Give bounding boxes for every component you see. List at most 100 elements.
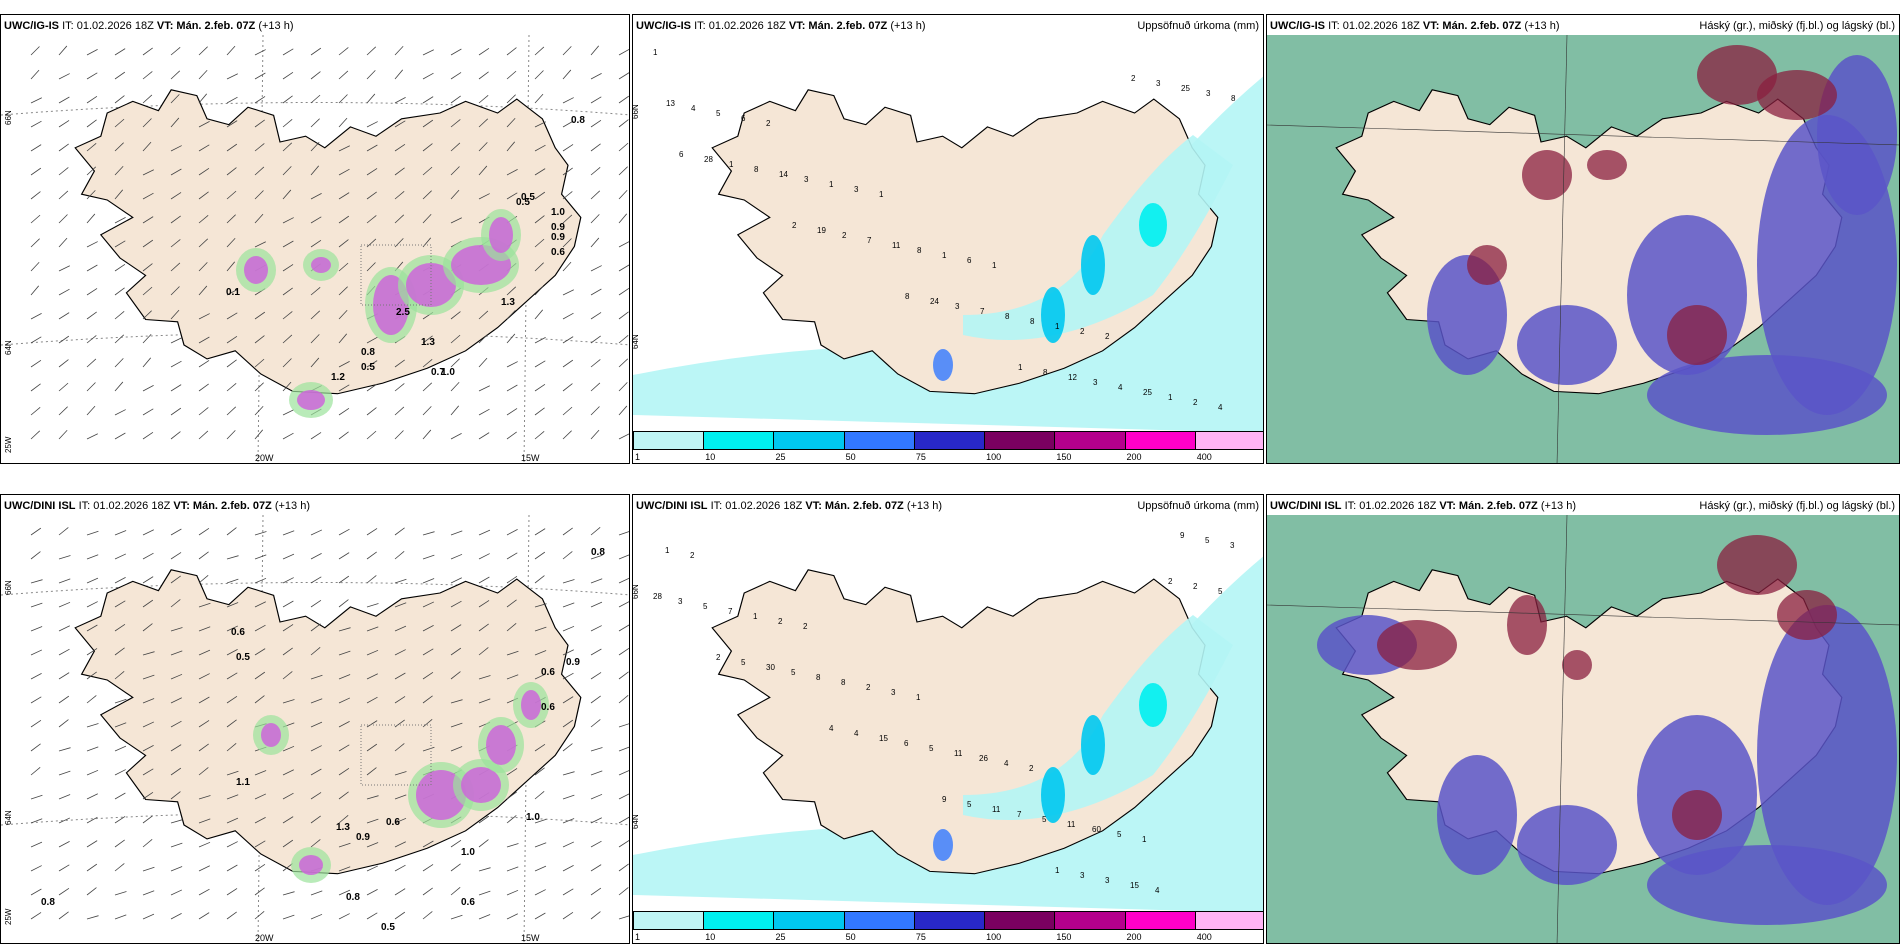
- wind-barb: [562, 841, 575, 848]
- wind-barb: [58, 555, 71, 560]
- mid-cloud-area: [1757, 605, 1897, 905]
- wind-barb: [562, 865, 574, 872]
- precip-value: 12: [1068, 373, 1077, 382]
- wind-barb: [142, 721, 155, 728]
- wind-barb: [86, 648, 98, 656]
- wind-barb: [254, 190, 264, 200]
- wind-barb: [310, 118, 320, 128]
- wind-barb: [450, 358, 460, 368]
- wind-barb: [86, 95, 98, 104]
- wind-barb: [338, 168, 350, 176]
- wind-barb: [590, 406, 600, 416]
- wind-barb: [618, 241, 629, 248]
- wind-barb: [254, 166, 265, 176]
- wind-barb: [618, 213, 628, 224]
- colorbar-segment: [984, 431, 1056, 450]
- wind-barb: [282, 839, 294, 848]
- wind-barb: [254, 887, 265, 896]
- wind-barb: [114, 432, 126, 440]
- precip-panel-header: UWC/DINI ISL IT: 01.02.2026 18Z VT: Mán.…: [633, 495, 1263, 517]
- wind-barb: [142, 838, 153, 848]
- wind-barb: [562, 551, 573, 560]
- wind-barb: [450, 577, 462, 584]
- precip-heavy: [1081, 715, 1105, 775]
- wind-barbs: [30, 45, 629, 440]
- wind-barb: [58, 73, 70, 80]
- precip-value: 8: [1005, 312, 1010, 321]
- wind-barb: [198, 121, 210, 128]
- colorbar-tick: 75: [915, 452, 926, 462]
- init-time: IT: 01.02.2026 18Z: [62, 20, 154, 32]
- wind-barb: [422, 554, 435, 560]
- wind-barb: [534, 603, 547, 608]
- wind-barb: [30, 261, 40, 272]
- wind-barb: [366, 336, 378, 344]
- precip-value: 2: [1193, 582, 1198, 591]
- precip-value: 3: [678, 597, 683, 606]
- wind-barb: [590, 864, 602, 872]
- wind-barb: [338, 842, 351, 848]
- wind-barb: [366, 70, 376, 80]
- lead-time: (+13 h): [274, 500, 311, 512]
- precip-value: 4: [1004, 759, 1009, 768]
- wind-barb: [590, 578, 603, 584]
- wind-barb: [254, 840, 266, 848]
- wind-barb: [58, 312, 70, 320]
- wind-barb: [422, 72, 434, 80]
- wind-barb: [86, 863, 98, 872]
- wind-barb: [198, 673, 210, 680]
- wind-barb: [226, 214, 236, 224]
- wind-barb: [506, 192, 518, 200]
- lead-time: (+13 h): [1540, 500, 1577, 512]
- wind-barb: [506, 599, 517, 608]
- wind-barb: [338, 814, 349, 824]
- wind-barb: [366, 191, 377, 200]
- colorbar-segment: [633, 431, 705, 450]
- wind-barb: [142, 385, 154, 392]
- wind-barb: [254, 577, 267, 584]
- wind-barb: [534, 767, 545, 776]
- wind-barb: [534, 673, 547, 680]
- wind-barb: [58, 96, 70, 104]
- wind-barb: [58, 237, 68, 248]
- precip-value: 14: [779, 170, 788, 179]
- wind-barb: [254, 241, 266, 248]
- wind-barb: [590, 793, 603, 800]
- wind-barb: [450, 405, 460, 416]
- wind-barb: [394, 359, 405, 368]
- precip-heavy: [1081, 235, 1105, 295]
- wind-barb: [198, 551, 209, 560]
- wind-barb: [590, 96, 602, 104]
- wind-barb: [450, 334, 461, 344]
- wind-barb: [114, 71, 126, 80]
- wind-barb: [478, 94, 489, 104]
- wind-barb: [618, 770, 629, 776]
- wind-barb: [590, 119, 602, 128]
- wind-barb: [170, 552, 182, 560]
- wind-barb: [142, 47, 153, 56]
- wind-barb: [366, 889, 378, 896]
- wind-barb: [86, 530, 99, 536]
- precip-value: 3: [1093, 378, 1098, 387]
- wind-barb: [506, 791, 517, 800]
- precip-value: 2: [803, 622, 808, 631]
- wind-barb: [114, 863, 125, 872]
- wind-barb: [142, 651, 155, 656]
- valid-time: Mán. 2.feb. 07Z: [824, 500, 904, 512]
- wind-barb: [170, 337, 182, 344]
- wind-barb: [618, 723, 629, 728]
- wind-barb: [534, 743, 546, 752]
- cloud-panel-header: UWC/DINI ISL IT: 01.02.2026 18Z VT: Mán.…: [1267, 495, 1899, 517]
- longitude-line: [1556, 514, 1568, 943]
- wind-barb: [58, 120, 70, 128]
- wind-barb: [198, 313, 210, 320]
- wind-barb: [590, 335, 601, 344]
- precip-value: 5: [1117, 830, 1122, 839]
- wind-barb: [142, 286, 153, 296]
- wind-barb: [170, 46, 181, 56]
- wind-barb: [170, 168, 182, 176]
- wind-barb: [170, 697, 182, 704]
- wind-barb: [562, 579, 575, 584]
- wind-barb: [198, 767, 209, 776]
- wind-barb: [338, 697, 351, 704]
